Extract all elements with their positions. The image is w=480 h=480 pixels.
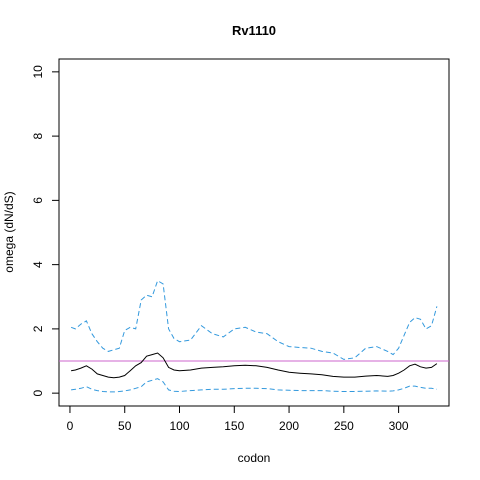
x-axis: 0 50 100 150 200 250 300: [67, 405, 409, 433]
y-axis: 0 2 4 6 8 10: [31, 65, 60, 396]
y-tick-label: 4: [31, 261, 45, 268]
x-tick-label: 150: [224, 419, 244, 433]
series-upper-bound: [70, 279, 438, 360]
y-axis-label: omega (dN/dS): [2, 191, 16, 272]
x-tick-label: 300: [389, 419, 409, 433]
x-axis-label: codon: [238, 451, 271, 465]
x-tick-label: 100: [169, 419, 189, 433]
y-tick-label: 10: [31, 65, 45, 79]
chart-title: Rv1110: [232, 23, 276, 38]
series-layer: [70, 279, 438, 393]
x-tick-label: 200: [279, 419, 299, 433]
x-tick-label: 0: [67, 419, 74, 433]
y-tick-label: 0: [31, 389, 45, 396]
y-tick-label: 8: [31, 132, 45, 139]
plot-frame: [58, 58, 450, 407]
y-tick-label: 6: [31, 197, 45, 204]
x-tick-label: 50: [118, 419, 132, 433]
x-tick-label: 250: [334, 419, 354, 433]
series-estimate: [71, 352, 438, 379]
y-tick-label: 2: [31, 325, 45, 332]
series-lower-bound: [71, 378, 437, 393]
